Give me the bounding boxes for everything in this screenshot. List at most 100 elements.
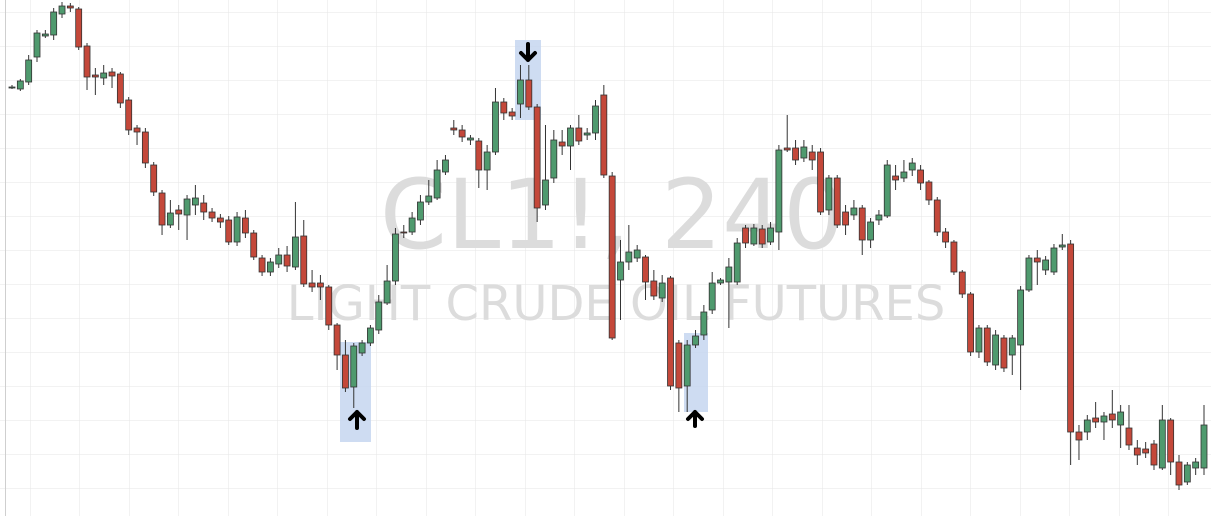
- candle-down: [917, 169, 924, 184]
- candle-up: [100, 72, 108, 79]
- candle-down: [141, 131, 149, 164]
- candle-up: [1192, 461, 1200, 469]
- candle-down: [1108, 413, 1116, 421]
- candle-down: [208, 211, 216, 219]
- candle-up: [191, 197, 199, 206]
- candle-down: [1142, 448, 1150, 454]
- candle-up: [442, 159, 449, 173]
- candle-up: [183, 198, 191, 216]
- candle-up: [908, 162, 916, 171]
- candle-up: [16, 80, 24, 90]
- candle-up: [1117, 411, 1125, 426]
- candle-up: [1058, 244, 1066, 248]
- up-arrow: [686, 410, 704, 428]
- candle-up: [875, 214, 883, 221]
- candle-down: [533, 106, 541, 209]
- candle-up: [1200, 424, 1208, 469]
- candle-up: [1042, 259, 1050, 271]
- candle-up: [867, 221, 874, 241]
- candle-down: [525, 79, 533, 108]
- candles: [8, 2, 1208, 490]
- candle-up: [166, 212, 174, 226]
- candle-up: [50, 11, 58, 36]
- candle-down: [475, 140, 483, 171]
- candle-up: [433, 169, 441, 199]
- candle-up: [733, 242, 741, 283]
- candle-up: [633, 249, 641, 259]
- candle-up: [567, 127, 574, 147]
- candle-down: [400, 231, 408, 234]
- candle-up: [767, 227, 774, 243]
- candle-down: [742, 227, 749, 244]
- candle-down: [66, 5, 74, 9]
- candle-down: [125, 99, 133, 131]
- candle-up: [467, 137, 474, 141]
- candle-down: [833, 177, 841, 226]
- candle-up: [883, 164, 891, 217]
- candle-down: [1092, 417, 1100, 423]
- candle-up: [58, 5, 66, 15]
- candle-up: [350, 345, 358, 388]
- candle-down: [508, 111, 516, 117]
- candle-down: [158, 192, 166, 226]
- candle-down: [967, 293, 975, 353]
- candle-down: [858, 207, 866, 241]
- candle-up: [683, 344, 691, 387]
- candle-down: [575, 127, 583, 142]
- candle-down: [500, 101, 508, 114]
- candle-down: [1067, 243, 1075, 433]
- candle-up: [1050, 247, 1058, 273]
- candle-down: [808, 151, 816, 161]
- candle-up: [483, 151, 491, 171]
- candle-down: [450, 127, 458, 131]
- candle-up: [41, 33, 49, 37]
- candle-up: [1100, 415, 1108, 423]
- down-arrow: [519, 42, 537, 62]
- candle-up: [700, 311, 708, 336]
- candle-up: [408, 217, 416, 233]
- candle-down: [1175, 461, 1183, 486]
- candle-up: [1017, 289, 1025, 346]
- candle-down: [91, 74, 99, 78]
- candle-down: [1125, 427, 1133, 446]
- candle-up: [717, 279, 724, 284]
- candle-up: [392, 233, 399, 282]
- candle-up: [583, 132, 591, 136]
- candle-up: [417, 201, 424, 221]
- candle-down: [642, 256, 649, 283]
- candle-down: [342, 354, 349, 389]
- candle-up: [725, 266, 733, 283]
- candle-down: [283, 254, 291, 267]
- candle-up: [292, 236, 299, 268]
- candle-down: [817, 151, 824, 213]
- candle-down: [667, 277, 674, 387]
- candle-down: [216, 217, 224, 223]
- candle-up: [625, 251, 633, 263]
- candle-down: [558, 141, 566, 147]
- candle-down: [792, 147, 799, 161]
- candle-up: [1083, 419, 1091, 433]
- candle-up: [8, 86, 16, 89]
- candle-down: [950, 241, 958, 273]
- candle-down: [325, 286, 333, 326]
- candle-down: [608, 175, 616, 339]
- candle-down: [175, 209, 183, 215]
- candle-down: [116, 73, 124, 104]
- candle-down: [942, 231, 949, 243]
- candle-up: [992, 334, 1000, 366]
- candle-up: [692, 335, 699, 346]
- candle-up: [517, 79, 524, 105]
- candle-down: [892, 175, 899, 181]
- candle-down: [675, 342, 683, 389]
- candle-down: [250, 232, 258, 258]
- candle-down: [258, 257, 266, 273]
- candle-down: [308, 282, 316, 288]
- candle-down: [1000, 337, 1008, 369]
- candle-up: [850, 207, 858, 216]
- candle-up: [383, 280, 391, 304]
- candle-down: [241, 217, 249, 234]
- candle-up: [800, 146, 808, 159]
- candle-up: [1008, 337, 1016, 356]
- candle-down: [225, 219, 233, 243]
- candle-up: [1158, 419, 1166, 469]
